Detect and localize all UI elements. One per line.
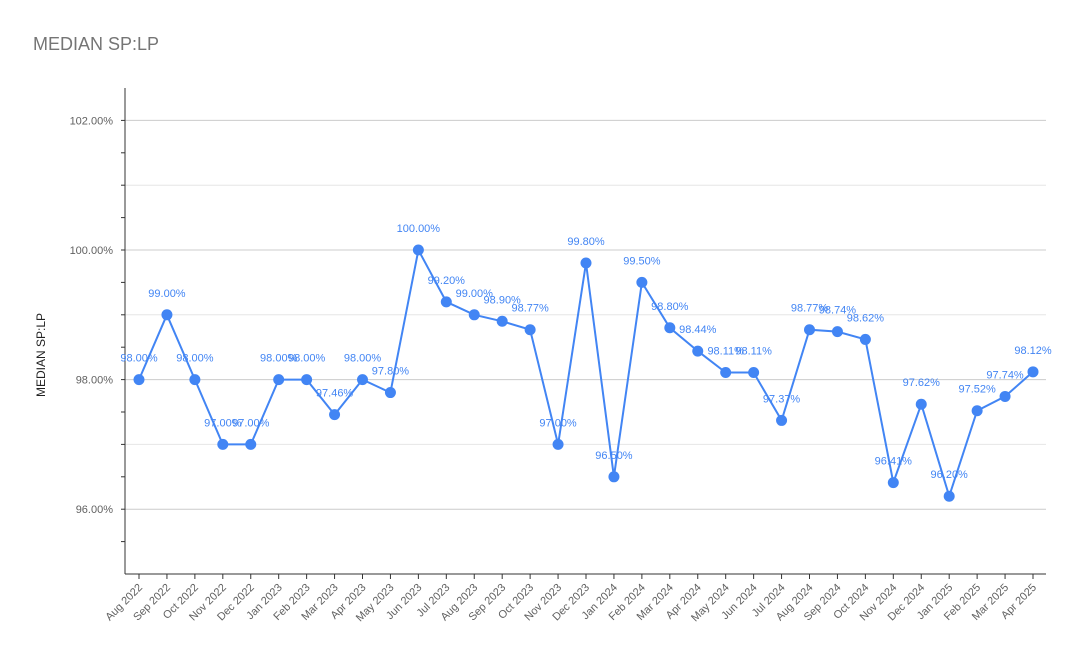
data-label: 96.20% xyxy=(931,469,969,481)
gridlines xyxy=(125,119,1046,510)
y-tick-label: 100.00% xyxy=(70,245,114,257)
data-label: 98.11% xyxy=(735,345,772,357)
data-point xyxy=(915,398,927,410)
data-point xyxy=(357,374,368,386)
data-point xyxy=(887,477,899,489)
data-label: 98.12% xyxy=(1014,345,1052,357)
data-point xyxy=(859,333,871,345)
data-point xyxy=(692,345,704,357)
data-label: 99.20% xyxy=(428,275,466,287)
data-point xyxy=(245,438,257,450)
data-label: 98.44% xyxy=(679,324,717,336)
data-label: 98.74% xyxy=(819,305,857,317)
data-point xyxy=(552,438,564,450)
data-label: 99.00% xyxy=(456,288,494,300)
data-label: 97.52% xyxy=(958,384,996,396)
data-label: 100.00% xyxy=(397,223,441,235)
data-label: 99.00% xyxy=(148,288,186,300)
chart-title: MEDIAN SP:LP xyxy=(33,34,160,54)
y-tick-label: 96.00% xyxy=(76,504,114,516)
y-axis-title: MEDIAN SP:LP xyxy=(34,313,48,397)
data-point xyxy=(217,438,229,450)
data-label: 96.41% xyxy=(875,456,913,468)
data-label: 97.46% xyxy=(316,388,354,400)
y-tick-label: 102.00% xyxy=(70,115,114,127)
data-point xyxy=(273,374,285,386)
data-point xyxy=(301,374,313,386)
data-point xyxy=(748,366,760,378)
data-label: 97.00% xyxy=(204,417,242,429)
y-tick-label: 98.00% xyxy=(76,375,114,387)
data-point xyxy=(133,374,145,386)
data-point xyxy=(971,405,983,417)
data-label: 98.77% xyxy=(511,303,549,315)
data-label: 99.80% xyxy=(567,236,605,248)
data-point xyxy=(468,309,480,321)
data-label: 98.00% xyxy=(176,353,214,365)
data-label: 98.00% xyxy=(260,353,298,365)
data-label: 97.74% xyxy=(986,369,1024,381)
data-point xyxy=(329,409,341,421)
data-label: 97.62% xyxy=(903,377,941,389)
data-label: 97.00% xyxy=(539,417,577,429)
data-point xyxy=(608,471,620,483)
data-point xyxy=(412,244,424,256)
data-label: 98.80% xyxy=(651,301,689,313)
data-point xyxy=(776,414,788,426)
data-point xyxy=(636,276,648,288)
data-label: 98.00% xyxy=(288,353,326,365)
data-point xyxy=(831,326,843,338)
data-point xyxy=(189,374,201,386)
data-label: 98.77% xyxy=(791,303,829,315)
data-point xyxy=(496,315,508,327)
data-point xyxy=(580,257,592,269)
data-point xyxy=(943,490,955,502)
data-point xyxy=(1027,366,1039,378)
y-axis: 96.00% 98.00% 100.00% 102.00% xyxy=(70,88,126,574)
data-label: 98.00% xyxy=(344,353,382,365)
data-point xyxy=(384,387,396,399)
data-point xyxy=(664,322,676,334)
data-point xyxy=(804,324,815,336)
data-point xyxy=(720,366,732,378)
data-label: 96.50% xyxy=(595,450,633,462)
data-label: 98.90% xyxy=(484,294,522,306)
data-label: 97.37% xyxy=(763,393,801,405)
data-label: 98.11% xyxy=(707,345,744,357)
data-label: 98.00% xyxy=(120,353,158,365)
data-label: 97.00% xyxy=(232,417,270,429)
data-point xyxy=(999,390,1011,402)
data-point xyxy=(440,296,452,308)
data-label: 98.62% xyxy=(847,312,885,324)
data-label: 99.50% xyxy=(623,255,661,267)
data-point xyxy=(161,309,173,321)
data-labels: 98.00%99.00%98.00%97.00%97.00%98.00%98.0… xyxy=(120,223,1052,481)
data-label: 97.80% xyxy=(372,366,410,378)
data-points xyxy=(133,244,1039,502)
data-point xyxy=(524,324,536,336)
